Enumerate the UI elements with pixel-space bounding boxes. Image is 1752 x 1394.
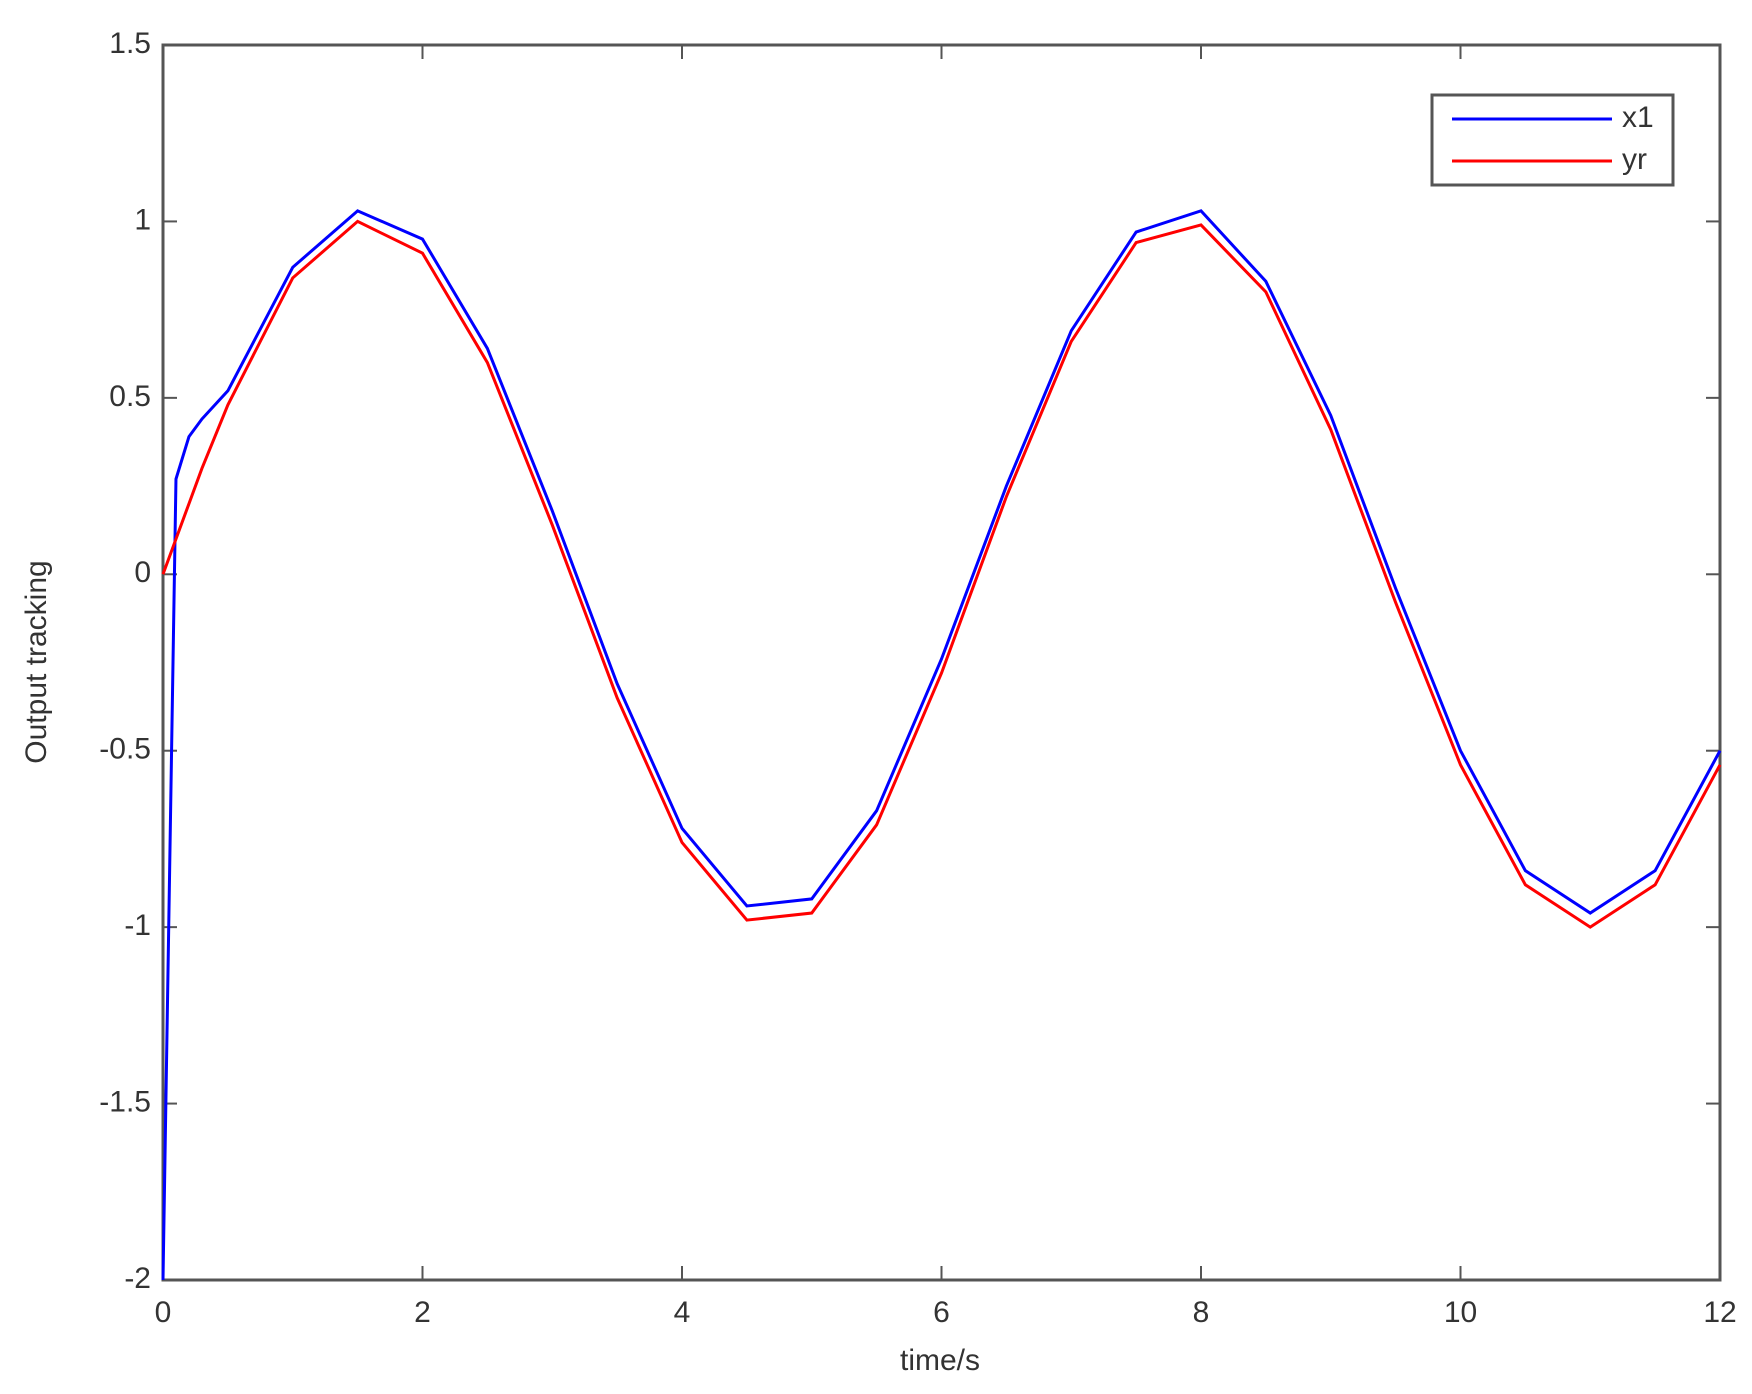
x-tick-label: 4 (674, 1296, 691, 1329)
y-tick-label: 0 (134, 556, 151, 589)
y-axis-label: Output tracking (20, 560, 53, 763)
y-tick-label: -0.5 (99, 733, 151, 766)
y-tick-label: 1.5 (109, 27, 151, 60)
x-tick-label: 6 (933, 1296, 950, 1329)
legend-label: x1 (1622, 101, 1654, 134)
legend-box (1430, 93, 1675, 187)
y-tick-label: -1 (124, 909, 151, 942)
y-tick-label: -1.5 (99, 1085, 151, 1118)
x-tick-label: 8 (1193, 1296, 1210, 1329)
series-line (161, 219, 1722, 929)
x-tick-label: 12 (1703, 1296, 1736, 1329)
series-line (161, 209, 1722, 1281)
x-tick-label: 10 (1444, 1296, 1477, 1329)
y-tick-label: 0.5 (109, 380, 151, 413)
y-tick-label: -2 (124, 1262, 151, 1295)
x-tick-label: 2 (414, 1296, 431, 1329)
y-tick-label: 1 (134, 203, 151, 236)
x-axis-label: time/s (900, 1344, 980, 1377)
legend-label: yr (1622, 143, 1647, 176)
x-tick-label: 0 (155, 1296, 172, 1329)
